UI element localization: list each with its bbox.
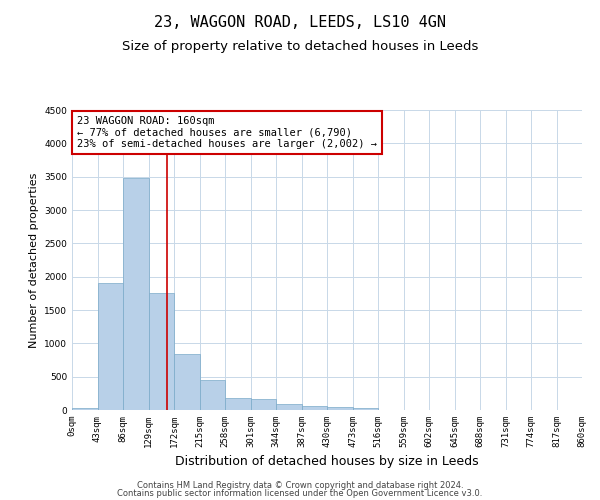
Bar (276, 404, 302, 410)
Bar (149, 292, 174, 410)
Bar (302, 406, 327, 410)
Bar (353, 408, 378, 410)
Text: 23 WAGGON ROAD: 160sqm
← 77% of detached houses are smaller (6,790)
23% of semi-: 23 WAGGON ROAD: 160sqm ← 77% of detached… (77, 116, 377, 149)
Bar (72, 408, 97, 410)
Text: Contains public sector information licensed under the Open Government Licence v3: Contains public sector information licen… (118, 488, 482, 498)
Text: Size of property relative to detached houses in Leeds: Size of property relative to detached ho… (122, 40, 478, 53)
Text: 23, WAGGON ROAD, LEEDS, LS10 4GN: 23, WAGGON ROAD, LEEDS, LS10 4GN (154, 15, 446, 30)
Bar (97, 284, 123, 410)
X-axis label: Distribution of detached houses by size in Leeds: Distribution of detached houses by size … (175, 456, 479, 468)
Text: Contains HM Land Registry data © Crown copyright and database right 2024.: Contains HM Land Registry data © Crown c… (137, 481, 463, 490)
Y-axis label: Number of detached properties: Number of detached properties (29, 172, 38, 348)
Bar (225, 398, 251, 410)
Bar (327, 408, 353, 410)
Bar (123, 178, 149, 410)
Bar (199, 380, 225, 410)
Bar (251, 400, 276, 410)
Bar (174, 354, 199, 410)
